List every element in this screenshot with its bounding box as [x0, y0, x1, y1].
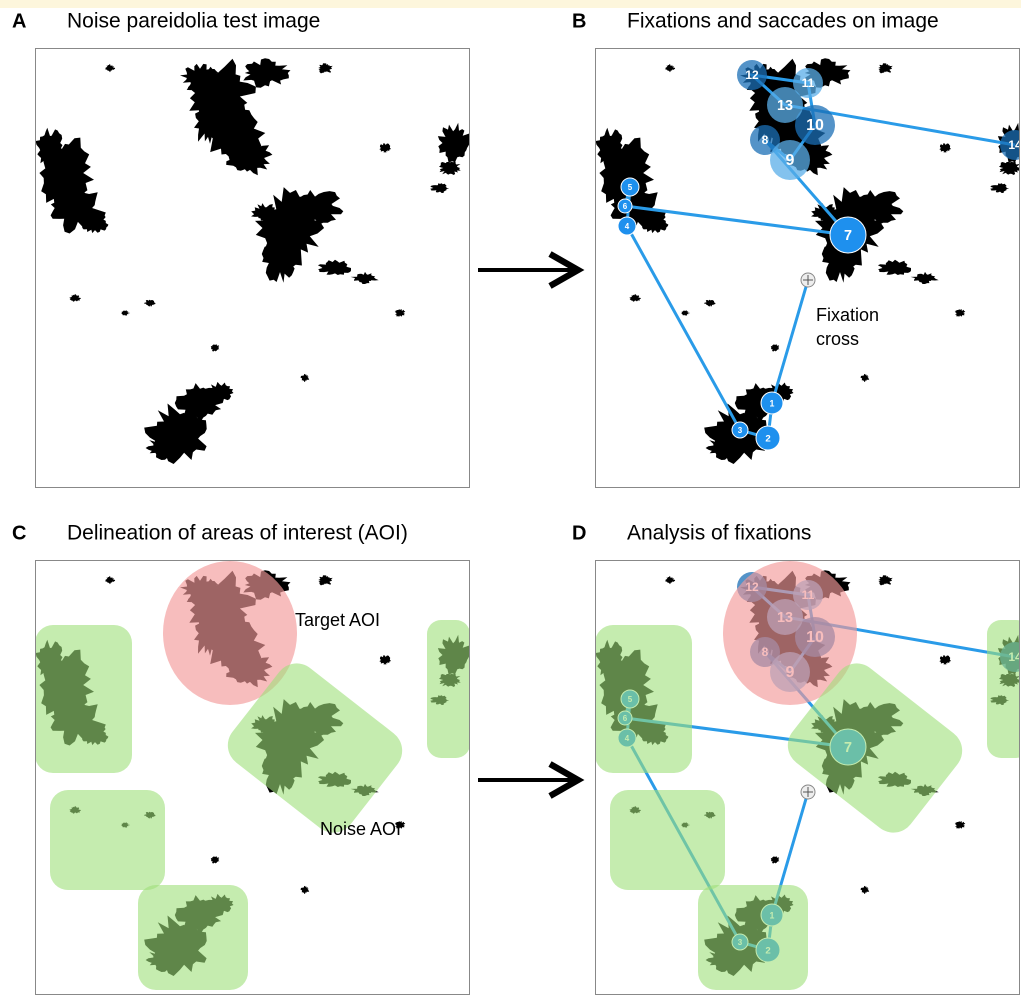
fixation-label: 12	[745, 68, 759, 82]
panel-image	[35, 48, 472, 488]
panel-title: Noise pareidolia test image	[67, 10, 320, 33]
top-strip	[0, 0, 1021, 8]
fixation-label: 4	[625, 222, 630, 231]
fixation-label: 13	[777, 98, 793, 114]
annotation: Fixation	[816, 305, 879, 325]
fixation-label: 1	[770, 398, 775, 408]
fixation-label: 3	[738, 426, 743, 435]
fixation-label: 10	[806, 117, 824, 134]
fixation-label: 8	[762, 133, 769, 147]
panel-image	[35, 560, 472, 995]
panel-letter: C	[12, 522, 26, 544]
image-bg	[35, 48, 470, 488]
panel-letter: A	[12, 10, 26, 32]
panel-title: Fixations and saccades on image	[627, 10, 939, 33]
fixation-label: 2	[765, 434, 770, 445]
fixation-label: 7	[844, 228, 852, 244]
figure: A Noise pareidolia test image B Fixations a…	[0, 0, 1021, 996]
fixation-label: 11	[802, 76, 815, 90]
panel-title: Delineation of areas of interest (AOI)	[67, 522, 408, 545]
panel-letter: D	[572, 522, 586, 544]
fixation-label: 9	[786, 152, 795, 169]
fixation-label: 5	[628, 183, 633, 192]
annotation: cross	[816, 329, 859, 349]
annotation: Noise AOI	[320, 819, 401, 839]
panel-title: Analysis of fixations	[627, 522, 811, 545]
panel-letter: B	[572, 10, 586, 32]
fixation-label: 6	[623, 202, 628, 211]
annotation: Target AOI	[295, 610, 380, 630]
